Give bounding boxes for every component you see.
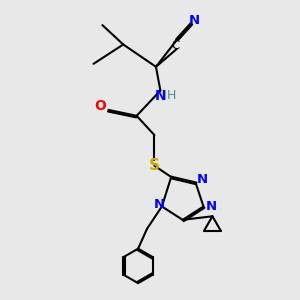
Text: N: N	[197, 173, 208, 186]
Text: N: N	[206, 200, 217, 213]
Text: S: S	[149, 158, 160, 173]
Text: C: C	[171, 39, 179, 52]
Text: O: O	[94, 99, 106, 113]
Text: N: N	[154, 89, 166, 103]
Text: N: N	[189, 14, 200, 27]
Text: H: H	[167, 89, 176, 102]
Text: N: N	[154, 199, 165, 212]
